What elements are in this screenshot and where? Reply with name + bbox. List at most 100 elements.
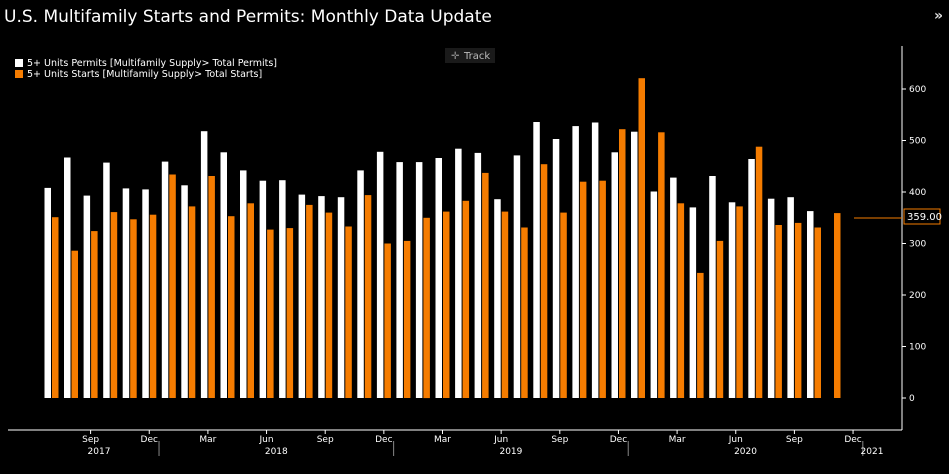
- bar-starts-2017-09: [91, 231, 98, 398]
- x-tick-label-11: Jun: [728, 435, 743, 445]
- bar-permits-2019-05: [474, 152, 482, 398]
- bar-permits-2019-06: [494, 199, 501, 398]
- x-tick-label-3: Jun: [259, 435, 274, 445]
- bar-starts-2017-08: [71, 250, 78, 398]
- bar-starts-2018-07: [286, 228, 294, 398]
- x-year-label-2018: 2018: [265, 447, 288, 457]
- bar-permits-2017-10: [103, 162, 110, 398]
- x-axis-ticks: Sep Dec Mar Jun Sep Dec Mar Jun Sep Dec Mar Jun Sep D…: [82, 430, 883, 457]
- bar-starts-2019-02: [423, 217, 430, 399]
- bar-starts-2018-02: [188, 206, 196, 398]
- bar-starts-2017-12: [149, 214, 157, 398]
- bar-starts-2018-03: [208, 176, 215, 398]
- bar-permits-2017-09: [83, 195, 91, 398]
- bar-permits-2017-11: [122, 188, 130, 398]
- bar-permits-2018-08: [298, 194, 306, 398]
- x-tick-label-2: Mar: [199, 435, 216, 445]
- y-tick-label-200: 200: [909, 291, 926, 301]
- bar-starts-2018-05: [247, 203, 254, 398]
- bars-layer: [44, 78, 841, 399]
- bar-permits-2019-11: [591, 122, 599, 398]
- bar-starts-2018-04: [228, 216, 235, 398]
- bar-permits-2018-01: [161, 161, 169, 398]
- bar-permits-2018-05: [240, 170, 247, 398]
- bar-starts-2019-10: [579, 181, 587, 398]
- legend-label-starts: 5+ Units Starts [Multifamily Supply> Tot…: [27, 69, 262, 80]
- x-tick-label-7: Jun: [493, 435, 508, 445]
- bar-starts-2020-01: [638, 78, 645, 398]
- bar-starts-2019-11: [599, 180, 606, 398]
- x-tick-label-6: Mar: [434, 435, 451, 445]
- bar-starts-2018-12: [384, 243, 391, 398]
- bar-permits-2020-10: [807, 211, 814, 398]
- bar-permits-2018-02: [181, 185, 188, 398]
- bar-permits-2018-04: [220, 152, 227, 398]
- bar-starts-2017-10: [110, 212, 118, 398]
- bar-starts-2019-03: [443, 211, 450, 398]
- bar-starts-2019-07: [521, 227, 528, 398]
- y-tick-label-400: 400: [909, 188, 926, 198]
- bar-starts-2020-08: [775, 225, 782, 398]
- y-tick-label-600: 600: [909, 85, 926, 95]
- double-chevron-right-icon[interactable]: »: [933, 8, 943, 24]
- legend-label-permits: 5+ Units Permits [Multifamily Supply> To…: [27, 58, 277, 69]
- bar-permits-2020-07: [748, 159, 755, 398]
- y-tick-label-100: 100: [909, 343, 926, 353]
- x-tick-label-13: Dec: [844, 435, 861, 445]
- bar-permits-2020-01: [631, 131, 638, 398]
- bar-starts-2018-06: [267, 229, 274, 398]
- bar-permits-2018-12: [376, 151, 384, 398]
- bar-starts-2018-11: [364, 195, 372, 398]
- bar-permits-2019-10: [572, 126, 579, 398]
- crosshair-icon: ✛: [451, 51, 460, 62]
- legend-swatch-permits: [15, 59, 23, 67]
- x-tick-label-10: Mar: [669, 435, 686, 445]
- bar-starts-2019-06: [501, 211, 509, 398]
- bar-starts-2019-04: [462, 200, 470, 398]
- bar-permits-2017-12: [142, 189, 149, 398]
- bar-starts-2020-06: [736, 206, 743, 398]
- bar-starts-2019-05: [482, 172, 489, 398]
- last-value-text: 359.00: [907, 212, 942, 223]
- x-year-label-2021: 2021: [861, 447, 884, 457]
- x-tick-label-12: Sep: [786, 435, 803, 445]
- bar-starts-2018-01: [169, 174, 176, 398]
- bar-starts-2019-08: [540, 164, 548, 398]
- bar-permits-2019-08: [533, 122, 540, 398]
- x-tick-label-1: Dec: [141, 435, 158, 445]
- track-label: Track: [463, 51, 490, 62]
- bar-permits-2020-04: [689, 207, 697, 398]
- bar-starts-2018-08: [306, 204, 313, 398]
- bar-starts-2020-02: [658, 132, 665, 399]
- bar-starts-2018-09: [325, 212, 333, 398]
- last-value-badge: 359.00: [854, 208, 942, 225]
- bar-starts-2019-09: [560, 212, 567, 398]
- y-tick-label-300: 300: [909, 240, 926, 250]
- bar-permits-2020-02: [650, 191, 658, 398]
- bar-permits-2018-06: [259, 180, 267, 398]
- legend: 5+ Units Permits [Multifamily Supply> To…: [15, 58, 277, 80]
- bar-permits-2017-07: [44, 187, 51, 398]
- bar-starts-2020-05: [716, 240, 724, 398]
- bar-permits-2018-07: [279, 180, 286, 398]
- bar-starts-2018-10: [345, 226, 352, 398]
- bar-starts-2020-04: [697, 272, 704, 398]
- bar-permits-2019-09: [552, 139, 560, 398]
- legend-swatch-starts: [15, 70, 23, 78]
- bar-permits-2020-03: [670, 177, 677, 398]
- x-tick-label-8: Sep: [551, 435, 568, 445]
- bar-permits-2019-02: [415, 162, 423, 398]
- bar-starts-2020-11: [834, 213, 841, 398]
- x-tick-label-0: Sep: [82, 435, 99, 445]
- bar-starts-2017-07: [52, 217, 59, 398]
- bar-permits-2018-11: [357, 170, 364, 398]
- bar-permits-2019-03: [435, 158, 442, 398]
- bar-permits-2019-01: [396, 162, 403, 398]
- x-tick-label-9: Dec: [610, 435, 627, 445]
- bar-starts-2017-11: [130, 219, 137, 398]
- bar-starts-2019-12: [619, 129, 626, 398]
- bar-permits-2019-04: [455, 148, 462, 398]
- bar-starts-2020-07: [755, 146, 763, 398]
- track-button[interactable]: ✛ Track: [445, 48, 495, 63]
